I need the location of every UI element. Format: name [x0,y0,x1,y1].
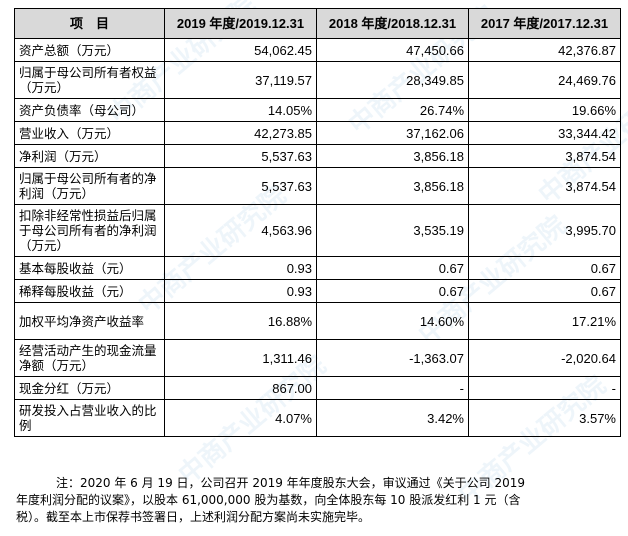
cell-2018: 3,856.18 [316,167,469,205]
cell-2018: 3,856.18 [316,144,469,168]
cell-2018: -1,363.07 [316,339,469,377]
cell-2018: 37,162.06 [316,121,469,145]
cell-2017: 3,874.54 [468,144,621,168]
cell-2018: - [316,376,469,400]
cell-2019: 5,537.63 [164,144,317,168]
cell-2017: 42,376.87 [468,38,621,62]
column-header-item: 项 目 [14,8,165,39]
cell-2017: 3.57% [468,399,621,437]
cell-2017: 24,469.76 [468,61,621,99]
cell-2017: -2,020.64 [468,339,621,377]
row-label: 归属于母公司所有者的净利润（万元） [14,167,165,205]
cell-2017: 0.67 [468,279,621,303]
footnote: 注：2020 年 6 月 19 日，公司召开 2019 年年度股东大会，审议通过… [16,475,618,526]
cell-2018: 28,349.85 [316,61,469,99]
cell-2019: 54,062.45 [164,38,317,62]
cell-2019: 5,537.63 [164,167,317,205]
cell-2018: 3.42% [316,399,469,437]
footnote-line: 年度利润分配的议案》，以股本 61,000,000 股为基数，向全体股东每 10… [16,493,521,507]
cell-2019: 14.05% [164,98,317,122]
row-label: 营业收入（万元） [14,121,165,145]
column-header-2017: 2017 年度/2017.12.31 [468,8,621,39]
row-label: 稀释每股收益（元） [14,279,165,303]
row-label: 加权平均净资产收益率 [14,302,165,340]
table-row: 经营活动产生的现金流量净额（万元） 1,311.46 -1,363.07 -2,020… [14,339,621,377]
footnote-line: 税）。截至本上市保荐书签署日，上述利润分配方案尚未实施完毕。 [16,510,371,524]
cell-2019: 1,311.46 [164,339,317,377]
cell-2017: 33,344.42 [468,121,621,145]
cell-2018: 0.67 [316,279,469,303]
row-label: 研发投入占营业收入的比例 [14,399,165,437]
row-label: 现金分红（万元） [14,376,165,400]
cell-2017: - [468,376,621,400]
cell-2019: 0.93 [164,279,317,303]
table-row: 现金分红（万元） 867.00- - [14,376,621,400]
footnote-line: 注：2020 年 6 月 19 日，公司召开 2019 年年度股东大会，审议通过… [56,476,526,490]
cell-2017: 17.21% [468,302,621,340]
table-row: 营业收入（万元） 42,273.85 37,162.06 33,344.42 [14,121,621,145]
cell-2017: 3,995.70 [468,204,621,257]
cell-2019: 37,119.57 [164,61,317,99]
table-row: 基本每股收益（元） 0.93 0.67 0.67 [14,256,621,280]
cell-2018: 14.60% [316,302,469,340]
cell-2018: 47,450.66 [316,38,469,62]
table-row: 加权平均净资产收益率 16.88% 14.60% 17.21% [14,302,621,340]
row-label: 资产负债率（母公司） [14,98,165,122]
row-label: 扣除非经常性损益后归属于母公司所有者的净利润（万元） [14,204,165,257]
cell-2019: 4.07% [164,399,317,437]
table-row: 归属于母公司所有者的净利润（万元） 5,537.63 3,856.18 3,874.5… [14,167,621,205]
table-header-row: 项 目 2019 年度/2019.12.31 2018 年度/2018.12.3… [14,8,621,39]
row-label: 资产总额（万元） [14,38,165,62]
row-label: 净利润（万元） [14,144,165,168]
cell-2018: 0.67 [316,256,469,280]
row-label: 归属于母公司所有者权益（万元） [14,61,165,99]
table-row: 资产负债率（母公司） 14.05% 26.74% 19.66% [14,98,621,122]
table-row: 研发投入占营业收入的比例 4.07% 3.42% 3.57% [14,399,621,437]
row-label: 基本每股收益（元） [14,256,165,280]
cell-2018: 3,535.19 [316,204,469,257]
column-header-2018: 2018 年度/2018.12.31 [316,8,469,39]
row-label: 经营活动产生的现金流量净额（万元） [14,339,165,377]
table-row: 稀释每股收益（元） 0.93 0.67 0.67 [14,279,621,303]
cell-2019: 42,273.85 [164,121,317,145]
table-row: 归属于母公司所有者权益（万元） 37,119.57 28,349.85 24,469.… [14,61,621,99]
cell-2018: 26.74% [316,98,469,122]
cell-2019: 0.93 [164,256,317,280]
column-header-2019: 2019 年度/2019.12.31 [164,8,317,39]
cell-2019: 16.88% [164,302,317,340]
cell-2019: 4,563.96 [164,204,317,257]
table-row: 资产总额（万元） 54,062.45 47,450.66 42,376.87 [14,38,621,62]
table-row: 扣除非经常性损益后归属于母公司所有者的净利润（万元） 4,563.96 3,535.… [14,204,621,257]
cell-2019: 867.00 [164,376,317,400]
financial-summary-table: 项 目 2019 年度/2019.12.31 2018 年度/2018.12.3… [14,8,621,437]
table-row: 净利润（万元） 5,537.63 3,856.18 3,874.54 [14,144,621,168]
cell-2017: 19.66% [468,98,621,122]
cell-2017: 3,874.54 [468,167,621,205]
cell-2017: 0.67 [468,256,621,280]
